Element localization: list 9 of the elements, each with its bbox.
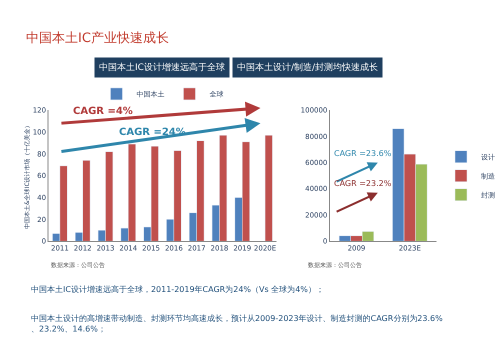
chart-title: 中国本土设计/制造/封测均快速成长: [237, 62, 378, 73]
text: 中国本土IC设计增速远高于全球，2011-2019年CAGR为24%（Vs 全球为4%）；: [31, 285, 324, 294]
chart-title: 中国本土IC设计增速远高于全球: [99, 62, 225, 73]
text: 中国本土设计的高增速带动制造、封测环节均高速成长，预计从2009-2023年设计、制造封测的CAGR分别为23.6%、23.2%、14.6%；: [31, 314, 444, 334]
annotation: CAGR =23.2%: [334, 179, 392, 188]
annotation: CAGR =4%: [73, 106, 133, 117]
bar: [264, 135, 273, 242]
text: 中国本土IC产业快速成长: [26, 31, 169, 46]
annotation: CAGR =23.6%: [334, 149, 392, 158]
